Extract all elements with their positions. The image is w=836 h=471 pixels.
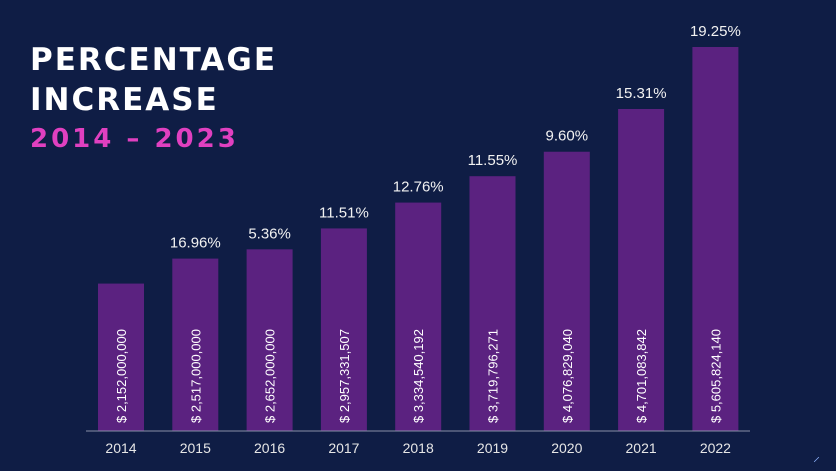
value-label-2014: $ 2,152,000,000 xyxy=(114,329,129,423)
value-label-2019: $ 3,719,796,271 xyxy=(486,329,501,423)
value-label-2016: $ 2,652,000,000 xyxy=(263,329,278,423)
pct-label-2021: 15.31% xyxy=(616,85,667,102)
tick-label-2021: 2021 xyxy=(626,440,657,456)
bar-2020 xyxy=(543,151,590,431)
bar-2019 xyxy=(469,176,516,431)
bar-2014 xyxy=(98,283,144,431)
value-label-2021: $ 4,701,083,842 xyxy=(634,329,649,423)
value-label-2015: $ 2,517,000,000 xyxy=(188,329,203,423)
corner-mark-icon: ⸝ xyxy=(813,448,820,464)
tick-label-2018: 2018 xyxy=(403,440,434,456)
value-label-2017: $ 2,957,331,507 xyxy=(337,329,352,423)
tick-label-2016: 2016 xyxy=(254,440,285,456)
pct-label-2019: 11.55% xyxy=(468,152,518,169)
pct-label-2015: 16.96% xyxy=(170,235,221,252)
bar-2021 xyxy=(618,108,665,431)
tick-label-2017: 2017 xyxy=(328,440,359,456)
pct-label-2018: 12.76% xyxy=(393,179,444,196)
title-line-2: INCREASE xyxy=(30,82,219,118)
bar-2022 xyxy=(692,47,739,431)
bar-2018 xyxy=(395,202,442,431)
tick-label-2015: 2015 xyxy=(180,440,211,456)
pct-label-2017: 11.51% xyxy=(319,204,369,221)
pct-label-2020: 9.60% xyxy=(546,128,589,145)
value-label-2018: $ 3,334,540,192 xyxy=(411,329,426,423)
bar-2015 xyxy=(172,258,219,431)
value-label-2022: $ 5,605,824,140 xyxy=(708,329,723,423)
value-label-2020: $ 4,076,829,040 xyxy=(560,329,575,423)
tick-label-2019: 2019 xyxy=(477,440,508,456)
page-subtitle: 2014 – 2023 xyxy=(30,124,239,154)
labels-group: $ 2,152,000,000 2014 $ 2,517,000,000 16.96%… xyxy=(105,23,740,456)
tick-label-2020: 2020 xyxy=(551,440,582,456)
bar-2016 xyxy=(246,249,293,431)
pct-label-2022: 19.25% xyxy=(690,23,741,40)
page-title: PERCENTAGE INCREASE xyxy=(30,40,277,120)
tick-label-2022: 2022 xyxy=(700,440,731,456)
tick-label-2014: 2014 xyxy=(105,440,136,456)
bars-group xyxy=(98,47,739,431)
pct-label-2016: 5.36% xyxy=(248,225,291,242)
bar-2017 xyxy=(320,228,367,431)
title-line-1: PERCENTAGE xyxy=(30,42,277,78)
